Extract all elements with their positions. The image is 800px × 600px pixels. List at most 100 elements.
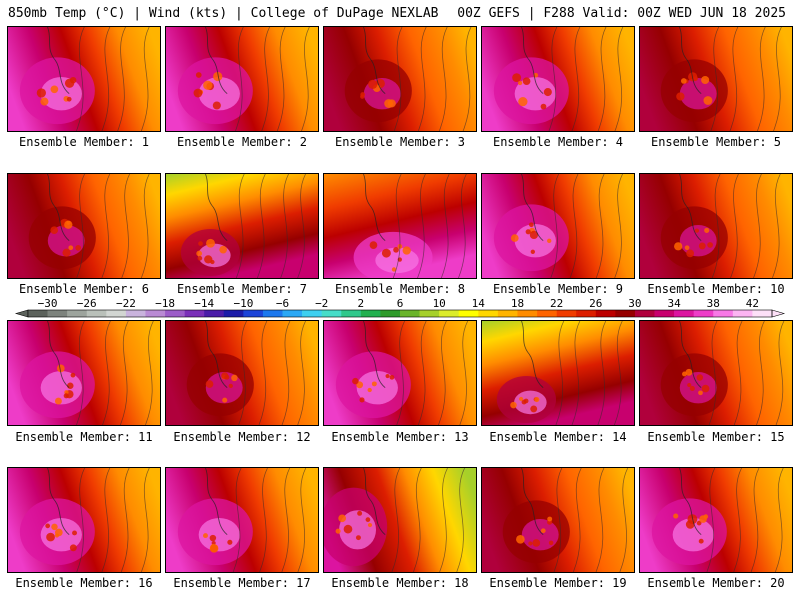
hot-spot — [522, 77, 531, 85]
wind-contour — [121, 174, 130, 278]
colorbar-swatch — [28, 310, 48, 317]
colorbar-tick-label: −18 — [155, 297, 175, 310]
hot-spot — [68, 245, 74, 251]
colorbar-swatch — [439, 310, 460, 317]
ensemble-member-map — [639, 320, 793, 426]
colorbar-tick-label: 14 — [472, 297, 486, 310]
colorbar-swatch — [223, 310, 244, 317]
wind-contour — [438, 27, 448, 131]
hot-spot — [360, 94, 365, 99]
hot-spot — [518, 97, 528, 107]
colorbar-swatch — [282, 310, 303, 317]
hot-spot — [367, 387, 372, 393]
hot-spot — [198, 241, 203, 246]
wind-contour — [550, 174, 560, 278]
hot-spot — [338, 514, 347, 523]
hot-spot — [195, 72, 202, 78]
colorbar-swatch — [419, 310, 440, 317]
ensemble-member-label: Ensemble Member: 18 — [331, 576, 469, 590]
hot-spot — [203, 533, 208, 539]
ensemble-member-map — [639, 467, 793, 573]
wind-contour — [391, 468, 401, 572]
colorbar-swatch — [204, 310, 225, 317]
hot-spot — [357, 510, 363, 516]
wind-contour — [572, 468, 582, 572]
colorbar-swatch — [517, 310, 538, 317]
hot-spot — [222, 397, 228, 403]
hot-spot — [673, 513, 679, 519]
ensemble-member-label: Ensemble Member: 7 — [176, 282, 308, 296]
hot-spot — [707, 242, 713, 248]
hot-spot — [540, 528, 546, 534]
wind-contour — [417, 174, 426, 278]
coastline — [521, 321, 544, 389]
wind-contour — [438, 321, 447, 425]
colorbar-arrow-right — [771, 309, 786, 318]
hot-spot — [72, 530, 77, 536]
ensemble-member-label: Ensemble Member: 5 — [650, 135, 782, 149]
coastline — [363, 468, 386, 536]
colorbar-swatch — [145, 310, 166, 317]
wind-contour — [396, 321, 405, 425]
colorbar-swatch — [47, 310, 68, 317]
wind-contour — [232, 468, 242, 572]
coastline — [521, 468, 544, 536]
hot-spot — [680, 78, 687, 84]
ensemble-member-map — [165, 320, 319, 426]
ensemble-member-map — [323, 467, 477, 573]
hot-spot — [698, 242, 706, 250]
colorbar-swatch — [400, 310, 420, 317]
hot-spot — [75, 245, 82, 251]
ensemble-member-map — [7, 467, 161, 573]
hot-spot — [368, 79, 378, 90]
colorbar-tick-label: −26 — [77, 297, 97, 310]
hot-spot — [701, 75, 710, 85]
hot-spot — [391, 267, 397, 272]
coastline — [679, 174, 702, 242]
colorbar-swatch — [380, 310, 401, 317]
hot-spot — [206, 238, 215, 248]
wind-contour — [706, 468, 716, 572]
warm-core-inner — [514, 390, 547, 415]
colorbar-tick-label: −14 — [194, 297, 214, 310]
hot-spot — [224, 374, 230, 380]
hot-spot — [687, 383, 692, 388]
hot-spot — [51, 523, 58, 531]
wind-contour — [238, 321, 247, 425]
wind-contour — [595, 174, 605, 278]
hot-spot — [209, 544, 219, 553]
wind-contour — [235, 27, 244, 131]
wind-contour — [76, 321, 85, 425]
wind-contour — [141, 468, 150, 572]
wind-contour — [297, 468, 307, 572]
ensemble-member-label: Ensemble Member: 11 — [15, 430, 153, 444]
ensemble-member-label: Ensemble Member: 14 — [489, 430, 627, 444]
colorbar-swatch — [556, 310, 577, 317]
hot-spot — [512, 73, 522, 83]
hot-spot — [227, 539, 233, 545]
hot-spot — [510, 234, 519, 242]
wind-contour — [417, 321, 427, 425]
wind-contour — [120, 321, 129, 425]
wind-contour — [413, 468, 422, 572]
wind-contour — [733, 321, 743, 425]
hot-spot — [389, 374, 395, 380]
warm-core-inner — [356, 371, 398, 405]
hot-spot — [540, 103, 547, 110]
colorbar-tick-label: −6 — [276, 297, 289, 310]
hot-spot — [532, 539, 541, 547]
wind-contour — [257, 174, 266, 278]
hot-spot — [510, 401, 517, 409]
hot-spot — [54, 397, 62, 405]
wind-contour — [571, 27, 581, 131]
wind-contour — [101, 468, 111, 572]
wind-contour — [101, 174, 111, 278]
hot-spot — [231, 374, 238, 382]
coastline — [47, 321, 70, 389]
wind-contour — [281, 321, 291, 425]
colorbar-swatch — [341, 310, 362, 317]
hot-spot — [693, 76, 698, 81]
colorbar-swatch — [86, 310, 107, 317]
wind-contour — [729, 27, 739, 131]
wind-contour — [614, 174, 623, 278]
